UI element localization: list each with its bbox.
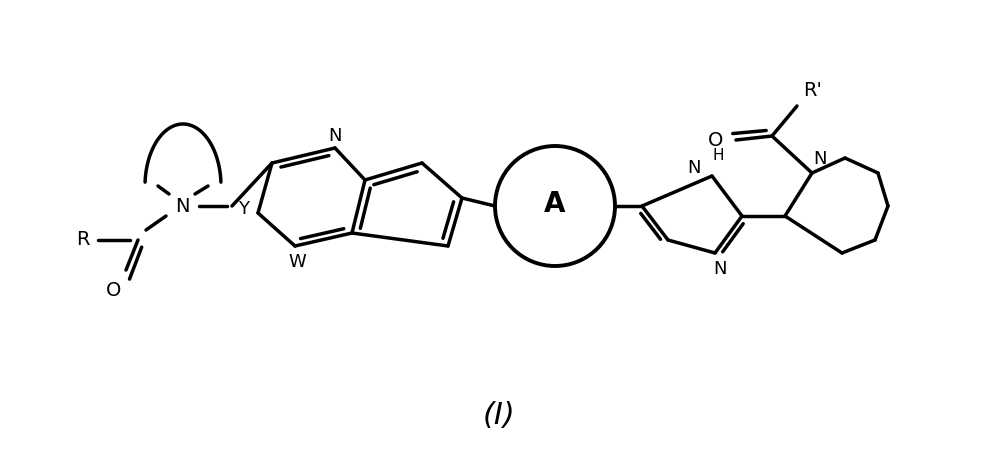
Text: Y: Y — [239, 200, 250, 218]
Text: H: H — [713, 148, 724, 164]
Text: N: N — [688, 159, 701, 177]
Text: R': R' — [803, 81, 822, 99]
Text: R: R — [76, 230, 90, 250]
Text: O: O — [709, 131, 724, 149]
Text: N: N — [328, 127, 341, 145]
Text: N: N — [813, 150, 826, 168]
Text: N: N — [714, 260, 727, 278]
Text: O: O — [107, 280, 122, 300]
Text: N: N — [175, 196, 190, 216]
Text: A: A — [544, 190, 566, 218]
Text: W: W — [288, 253, 305, 271]
Text: (I): (I) — [483, 402, 515, 431]
